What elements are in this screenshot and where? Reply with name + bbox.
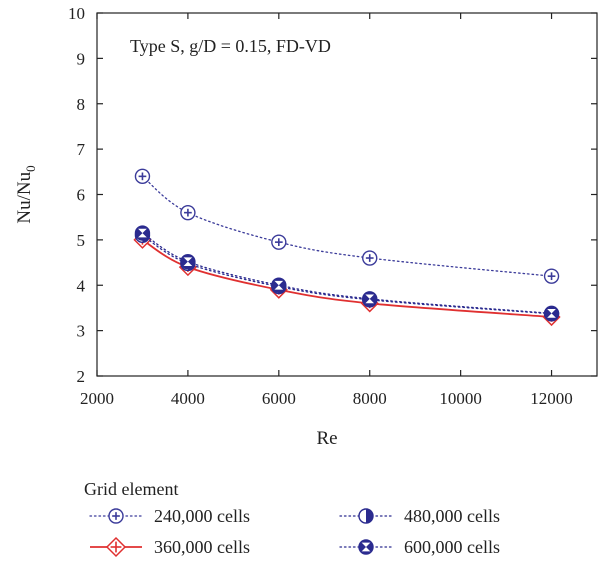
plot-frame (96, 12, 598, 377)
marker-x-bottom (183, 261, 193, 266)
x-tick-label: 10000 (439, 389, 482, 408)
y-tick-label: 8 (77, 95, 86, 114)
y-tick-label: 9 (77, 49, 86, 68)
legend: Grid element 240,000 cells 480,000 cells 3… (84, 479, 500, 558)
y-tick-label: 4 (77, 276, 86, 295)
y-axis-title-subscript: 0 (23, 165, 38, 172)
data-point (271, 234, 287, 250)
y-tick-label: 3 (77, 322, 86, 341)
marker-half-fill (366, 509, 373, 523)
y-tick-label: 10 (68, 4, 85, 23)
legend-item: 240,000 cells (89, 506, 250, 526)
plot-area (96, 12, 598, 377)
series-360-000-cells (133, 230, 561, 327)
y-tick-label: 6 (77, 186, 86, 205)
legend-title: Grid element (84, 479, 178, 499)
series-line (141, 239, 552, 318)
legend-item: 360,000 cells (90, 536, 250, 558)
legend-label: 600,000 cells (404, 537, 500, 557)
marker-x-top (274, 280, 284, 286)
marker-x-bottom (138, 233, 147, 238)
y-axis-title-main: Nu/Nu (14, 171, 35, 223)
series-layer (133, 168, 561, 327)
data-point (180, 253, 196, 270)
data-point (134, 225, 151, 241)
marker-x-top (183, 257, 193, 262)
data-point (362, 250, 378, 266)
y-tick-label: 7 (77, 140, 86, 159)
data-point (362, 291, 378, 307)
x-tick-label: 12000 (530, 389, 573, 408)
y-tick-label: 5 (77, 231, 86, 250)
marker-x-top (361, 542, 371, 547)
marker-x-top (138, 228, 147, 234)
chart-annotation: Type S, g/D = 0.15, FD-VD (130, 36, 331, 56)
legend-label: 480,000 cells (404, 506, 500, 526)
legend-label: 360,000 cells (154, 537, 250, 557)
legend-item: 480,000 cells (339, 506, 500, 526)
data-point (543, 268, 560, 284)
x-axis-title: Re (316, 428, 337, 449)
legend-marker (358, 508, 374, 524)
marker-x-bottom (274, 285, 284, 290)
axis-ticks: 2000 4000 6000 8000 10000 12000 2 3 4 5 6 7 8 9 10 (68, 4, 597, 408)
legend-label: 240,000 cells (154, 506, 250, 526)
data-point (180, 204, 196, 221)
series-line (141, 234, 553, 315)
legend-items: 240,000 cells 480,000 cells 360,000 cells 6… (89, 506, 500, 558)
legend-marker (358, 539, 374, 555)
series-480-000-cells (134, 227, 560, 322)
marker-x-top (547, 309, 556, 314)
marker-x-bottom (361, 547, 371, 552)
x-tick-label: 8000 (353, 389, 387, 408)
marker-x-top (365, 294, 375, 299)
data-point (271, 277, 287, 293)
series-240-000-cells (134, 168, 560, 284)
x-tick-label: 4000 (171, 389, 205, 408)
legend-marker (108, 508, 124, 524)
x-tick-label: 2000 (80, 389, 114, 408)
data-point (543, 305, 560, 322)
legend-item: 600,000 cells (339, 537, 500, 557)
marker-x-bottom (547, 313, 556, 318)
x-tick-label: 6000 (262, 389, 296, 408)
y-tick-label: 2 (77, 367, 86, 386)
series-600-000-cells (134, 225, 560, 322)
legend-marker (105, 536, 127, 558)
data-point (134, 168, 151, 185)
y-axis-title: Nu/Nu0 (14, 165, 38, 223)
series-line (141, 175, 553, 277)
marker-x-bottom (365, 298, 375, 304)
